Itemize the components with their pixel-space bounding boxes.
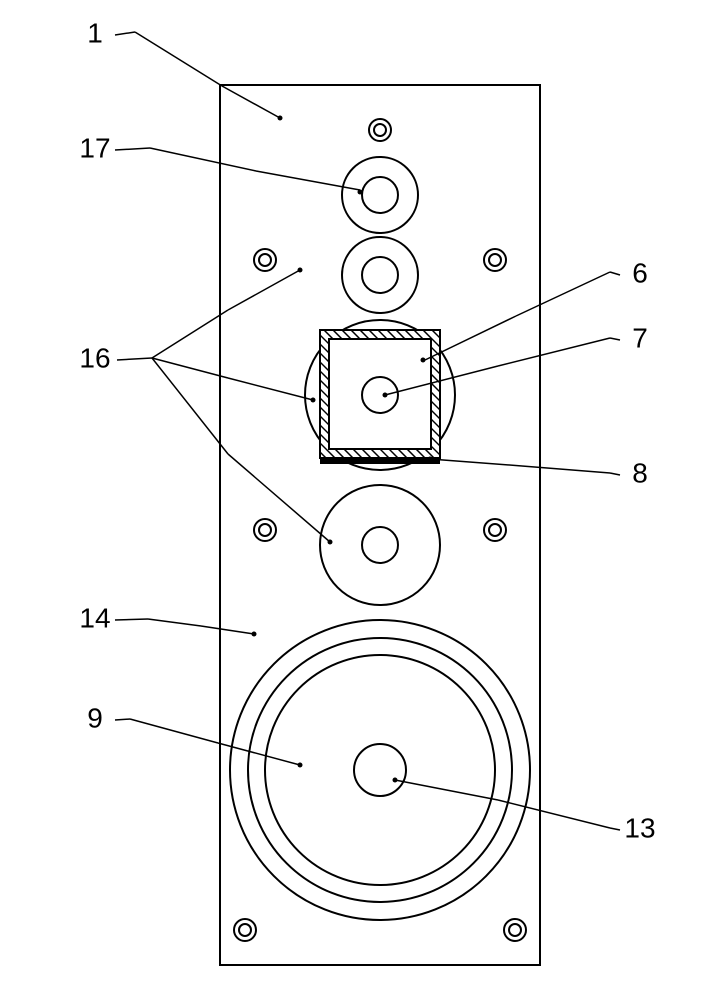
leader-dot: [428, 457, 433, 462]
screw-hole-2: [484, 249, 506, 271]
leader-dot: [298, 763, 303, 768]
screw-hole-5: [234, 919, 256, 941]
label-text-17: 17: [79, 132, 110, 163]
leader-dot: [278, 116, 283, 121]
square-cover: [320, 330, 440, 458]
label-text-1: 1: [87, 17, 103, 48]
square-cover-base: [320, 458, 440, 464]
screw-hole-4: [484, 519, 506, 541]
label-text-7: 7: [632, 322, 648, 353]
screw-hole-3: [254, 519, 276, 541]
large-driver: [230, 620, 530, 920]
label-text-14: 14: [79, 602, 110, 633]
label-text-9: 9: [87, 702, 103, 733]
label-text-8: 8: [632, 457, 648, 488]
leader-dot: [393, 778, 398, 783]
small-driver-0: [342, 157, 418, 233]
label-text-16: 16: [79, 342, 110, 373]
leader-dot: [252, 632, 257, 637]
leader-dot: [328, 540, 333, 545]
leader-dot: [358, 190, 363, 195]
lower-mid-driver: [320, 485, 440, 605]
leader-dot: [383, 393, 388, 398]
leader-dot: [298, 268, 303, 273]
leader-dot: [311, 398, 316, 403]
leader-dot: [421, 358, 426, 363]
label-text-13: 13: [624, 812, 655, 843]
screw-hole-0: [369, 119, 391, 141]
small-driver-1: [342, 237, 418, 313]
screw-hole-1: [254, 249, 276, 271]
screw-hole-6: [504, 919, 526, 941]
label-text-6: 6: [632, 257, 648, 288]
